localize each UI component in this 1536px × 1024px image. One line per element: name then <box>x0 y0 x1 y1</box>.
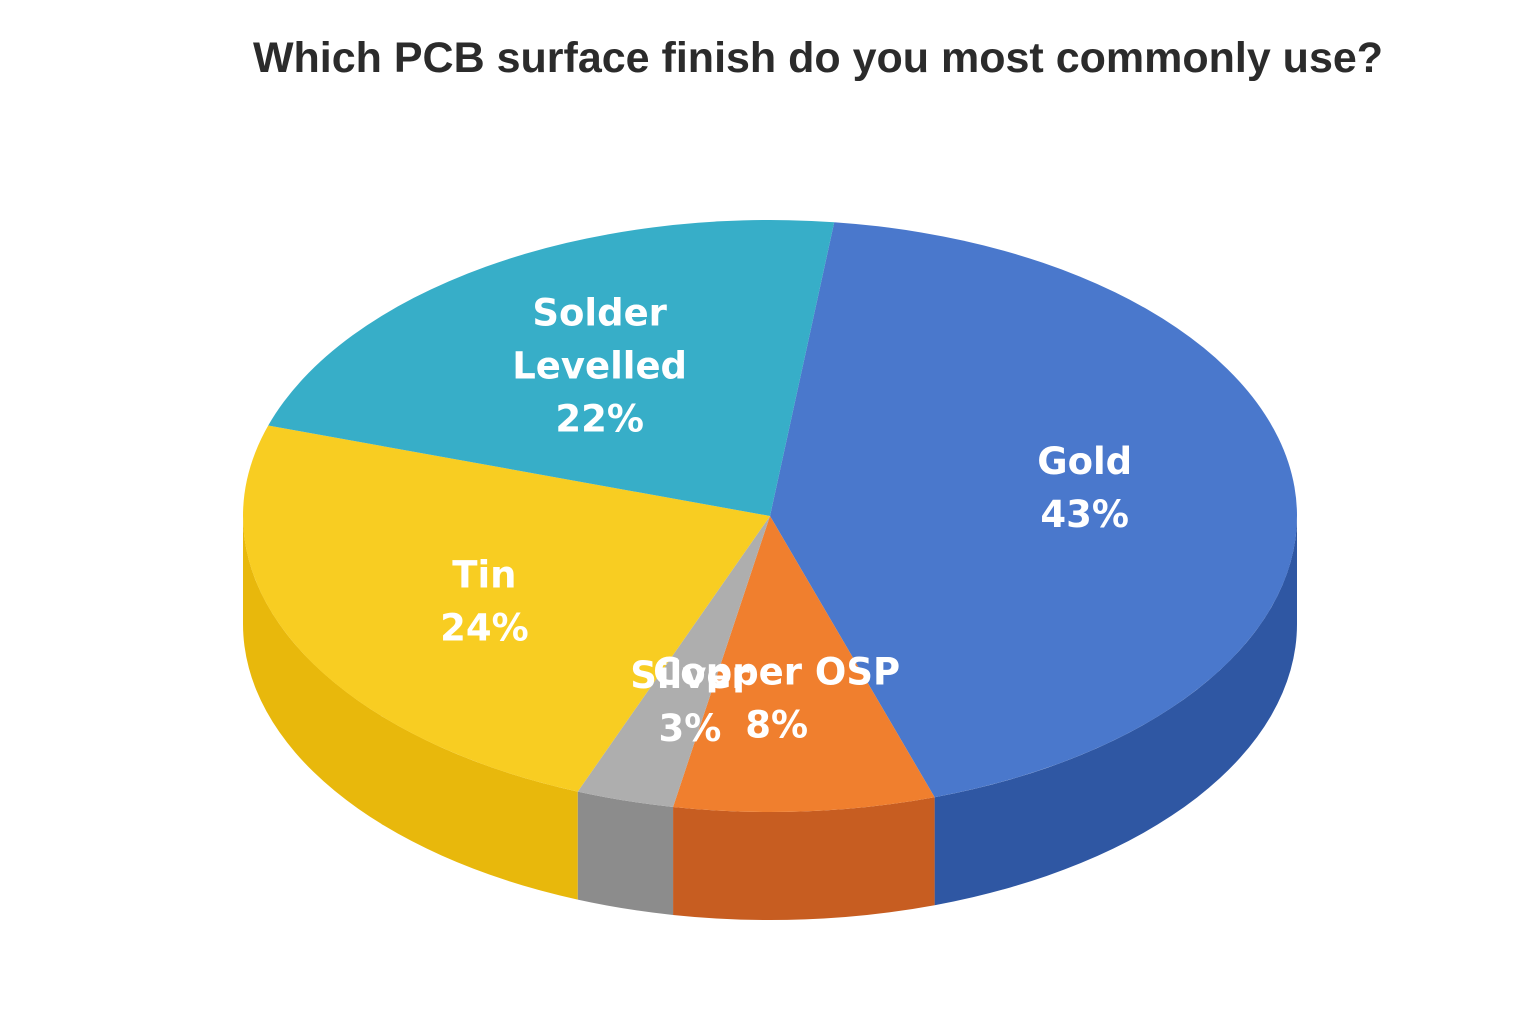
pie-slice-gold <box>770 222 1297 798</box>
slice-label-tin: Tin 24% <box>440 554 529 650</box>
pie-slice-silver <box>577 516 770 807</box>
slice-label-solder-levelled: Solder Levelled 22% <box>512 291 687 440</box>
slice-value-label: 43% <box>1040 493 1129 536</box>
pie-side-tin <box>243 516 578 900</box>
pie-side-copper-osp <box>673 797 935 921</box>
pie-slice-tin <box>243 425 770 792</box>
pie-slice-solder-levelled <box>268 219 835 516</box>
slice-label-silver: Silver 3% <box>630 654 750 750</box>
slice-name-label: Gold <box>1037 440 1132 483</box>
slice-name-label: Silver <box>630 654 750 697</box>
slice-value-label: 3% <box>659 707 722 750</box>
pie-slice-copper-osp <box>673 516 935 813</box>
chart-title: Which PCB surface finish do you most com… <box>252 34 1384 82</box>
pie-side-silver <box>577 791 674 915</box>
slice-name-label: Copper OSP <box>653 651 900 694</box>
slice-label-gold: Gold 43% <box>1037 440 1132 536</box>
pie-sides <box>243 516 1297 921</box>
slice-value-label: 24% <box>440 607 529 650</box>
slice-name-label: Solder <box>532 291 667 334</box>
slice-value-label: 22% <box>555 397 644 440</box>
slice-label-copper-osp: Copper OSP 8% <box>653 651 900 747</box>
pie-side-gold <box>934 516 1297 906</box>
slice-name-label: Levelled <box>512 344 687 387</box>
slice-value-label: 8% <box>745 704 808 747</box>
pie-labels: Gold 43% Copper OSP 8% Silver 3% Tin 24% Solder L… <box>440 291 1132 750</box>
pie-tops <box>243 219 1297 813</box>
slice-name-label: Tin <box>452 554 516 597</box>
